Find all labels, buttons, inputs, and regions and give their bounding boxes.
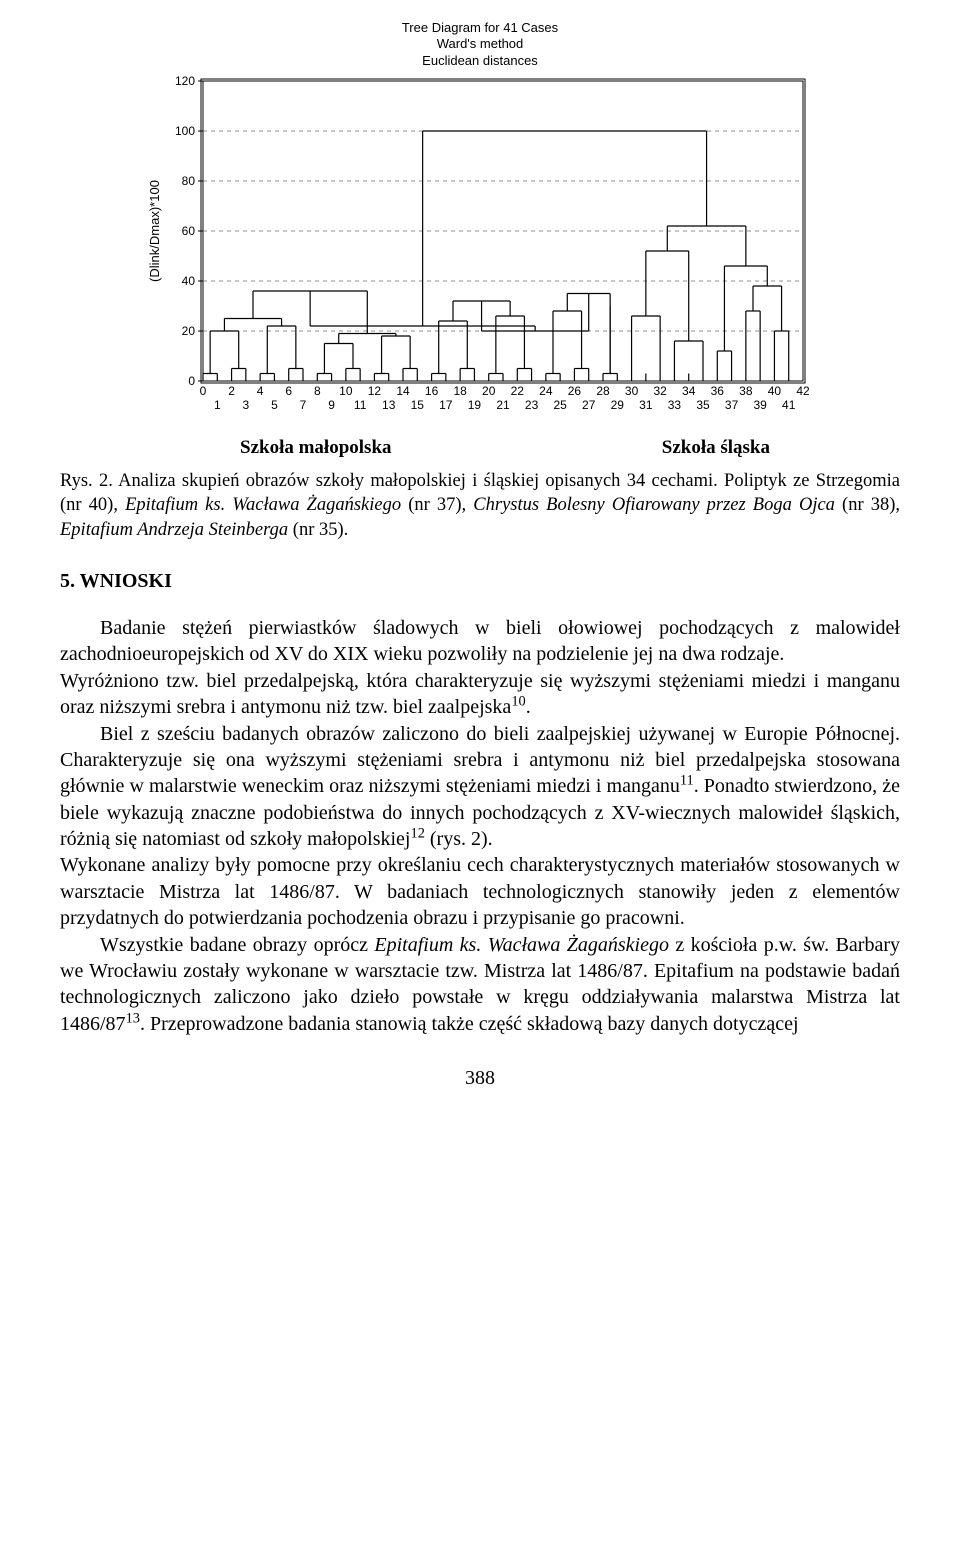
svg-text:13: 13 <box>382 398 396 412</box>
svg-text:8: 8 <box>314 384 321 398</box>
svg-text:35: 35 <box>696 398 710 412</box>
svg-text:22: 22 <box>511 384 525 398</box>
svg-text:10: 10 <box>339 384 353 398</box>
svg-text:1: 1 <box>214 398 221 412</box>
caption-text: (nr 37), <box>401 495 473 515</box>
paragraph: Wykonane analizy były pomocne przy okreś… <box>60 852 900 931</box>
svg-text:12: 12 <box>368 384 382 398</box>
svg-text:39: 39 <box>753 398 767 412</box>
svg-text:5: 5 <box>271 398 278 412</box>
svg-text:18: 18 <box>453 384 467 398</box>
svg-text:60: 60 <box>182 224 196 238</box>
paragraph: Wyróżniono tzw. biel przedalpejską, któr… <box>60 668 900 721</box>
label-szkola-malopolska: Szkoła małopolska <box>240 437 392 459</box>
footnote-ref: 12 <box>411 825 425 841</box>
caption-italic: Chrystus Bolesny Ofiarowany przez Boga O… <box>473 495 835 515</box>
figure-caption: Rys. 2. Analiza skupień obrazów szkoły m… <box>60 469 900 542</box>
caption-italic: Epitafium ks. Wacława Żagańskiego <box>125 495 401 515</box>
svg-text:2: 2 <box>228 384 235 398</box>
svg-text:24: 24 <box>539 384 553 398</box>
svg-text:38: 38 <box>739 384 753 398</box>
svg-text:6: 6 <box>285 384 292 398</box>
dendrogram-svg: 020406080100120(Dlink/Dmax)*100024681012… <box>143 73 817 421</box>
para-text: Badanie stężeń pierwiastków śladowych w … <box>60 617 900 665</box>
svg-text:40: 40 <box>768 384 782 398</box>
footnote-ref: 11 <box>680 773 694 789</box>
svg-text:80: 80 <box>182 174 196 188</box>
para-text: (rys. 2). <box>425 828 493 850</box>
svg-text:33: 33 <box>668 398 682 412</box>
chart-title-line: Euclidean distances <box>120 53 840 69</box>
para-text: . <box>526 696 531 718</box>
svg-text:26: 26 <box>568 384 582 398</box>
chart-title-block: Tree Diagram for 41 Cases Ward's method … <box>120 20 840 69</box>
dendrogram-figure: Tree Diagram for 41 Cases Ward's method … <box>120 20 840 421</box>
svg-text:34: 34 <box>682 384 696 398</box>
para-text: Wykonane analizy były pomocne przy okreś… <box>60 854 900 929</box>
body-text: Badanie stężeń pierwiastków śladowych w … <box>60 615 900 1037</box>
para-text: Wszystkie badane obrazy oprócz <box>100 934 374 956</box>
svg-text:0: 0 <box>188 374 195 388</box>
svg-text:17: 17 <box>439 398 453 412</box>
svg-text:(Dlink/Dmax)*100: (Dlink/Dmax)*100 <box>147 180 162 282</box>
paragraph: Badanie stężeń pierwiastków śladowych w … <box>60 615 900 668</box>
svg-text:20: 20 <box>482 384 496 398</box>
cluster-labels-row: Szkoła małopolska Szkoła śląska <box>120 437 840 459</box>
footnote-ref: 10 <box>511 693 525 709</box>
svg-text:16: 16 <box>425 384 439 398</box>
svg-text:3: 3 <box>243 398 250 412</box>
chart-title-line: Ward's method <box>120 36 840 52</box>
svg-text:32: 32 <box>653 384 667 398</box>
caption-italic: Epitafium Andrzeja Steinberga <box>60 520 288 540</box>
svg-text:0: 0 <box>200 384 207 398</box>
svg-text:11: 11 <box>354 398 367 412</box>
svg-text:41: 41 <box>782 398 796 412</box>
svg-text:100: 100 <box>175 124 195 138</box>
caption-text: (nr 38), <box>835 495 900 515</box>
svg-text:40: 40 <box>182 274 196 288</box>
svg-text:36: 36 <box>711 384 725 398</box>
svg-text:28: 28 <box>596 384 610 398</box>
svg-text:25: 25 <box>553 398 567 412</box>
svg-text:15: 15 <box>411 398 425 412</box>
svg-text:27: 27 <box>582 398 596 412</box>
page-number: 388 <box>60 1067 900 1090</box>
svg-text:4: 4 <box>257 384 264 398</box>
para-italic: Epitafium ks. Wacława Żagańskiego <box>374 934 669 956</box>
svg-text:37: 37 <box>725 398 739 412</box>
paragraph: Biel z sześciu badanych obrazów zaliczon… <box>60 721 900 853</box>
svg-text:19: 19 <box>468 398 482 412</box>
chart-title-line: Tree Diagram for 41 Cases <box>120 20 840 36</box>
svg-text:42: 42 <box>796 384 810 398</box>
section-heading: 5. WNIOSKI <box>60 570 900 593</box>
svg-text:21: 21 <box>496 398 510 412</box>
svg-text:23: 23 <box>525 398 539 412</box>
para-text: Wyróżniono tzw. biel przedalpejską, któr… <box>60 670 900 718</box>
svg-text:120: 120 <box>175 74 195 88</box>
label-szkola-slaska: Szkoła śląska <box>662 437 770 459</box>
svg-text:30: 30 <box>625 384 639 398</box>
svg-text:14: 14 <box>396 384 410 398</box>
paragraph: Wszystkie badane obrazy oprócz Epitafium… <box>60 932 900 1038</box>
svg-text:20: 20 <box>182 324 196 338</box>
para-text: . Przeprowadzone badania stanowią także … <box>140 1013 799 1035</box>
caption-text: (nr 35). <box>288 520 348 540</box>
svg-text:31: 31 <box>639 398 653 412</box>
svg-text:29: 29 <box>611 398 625 412</box>
footnote-ref: 13 <box>126 1010 140 1026</box>
svg-text:9: 9 <box>328 398 335 412</box>
svg-text:7: 7 <box>300 398 307 412</box>
